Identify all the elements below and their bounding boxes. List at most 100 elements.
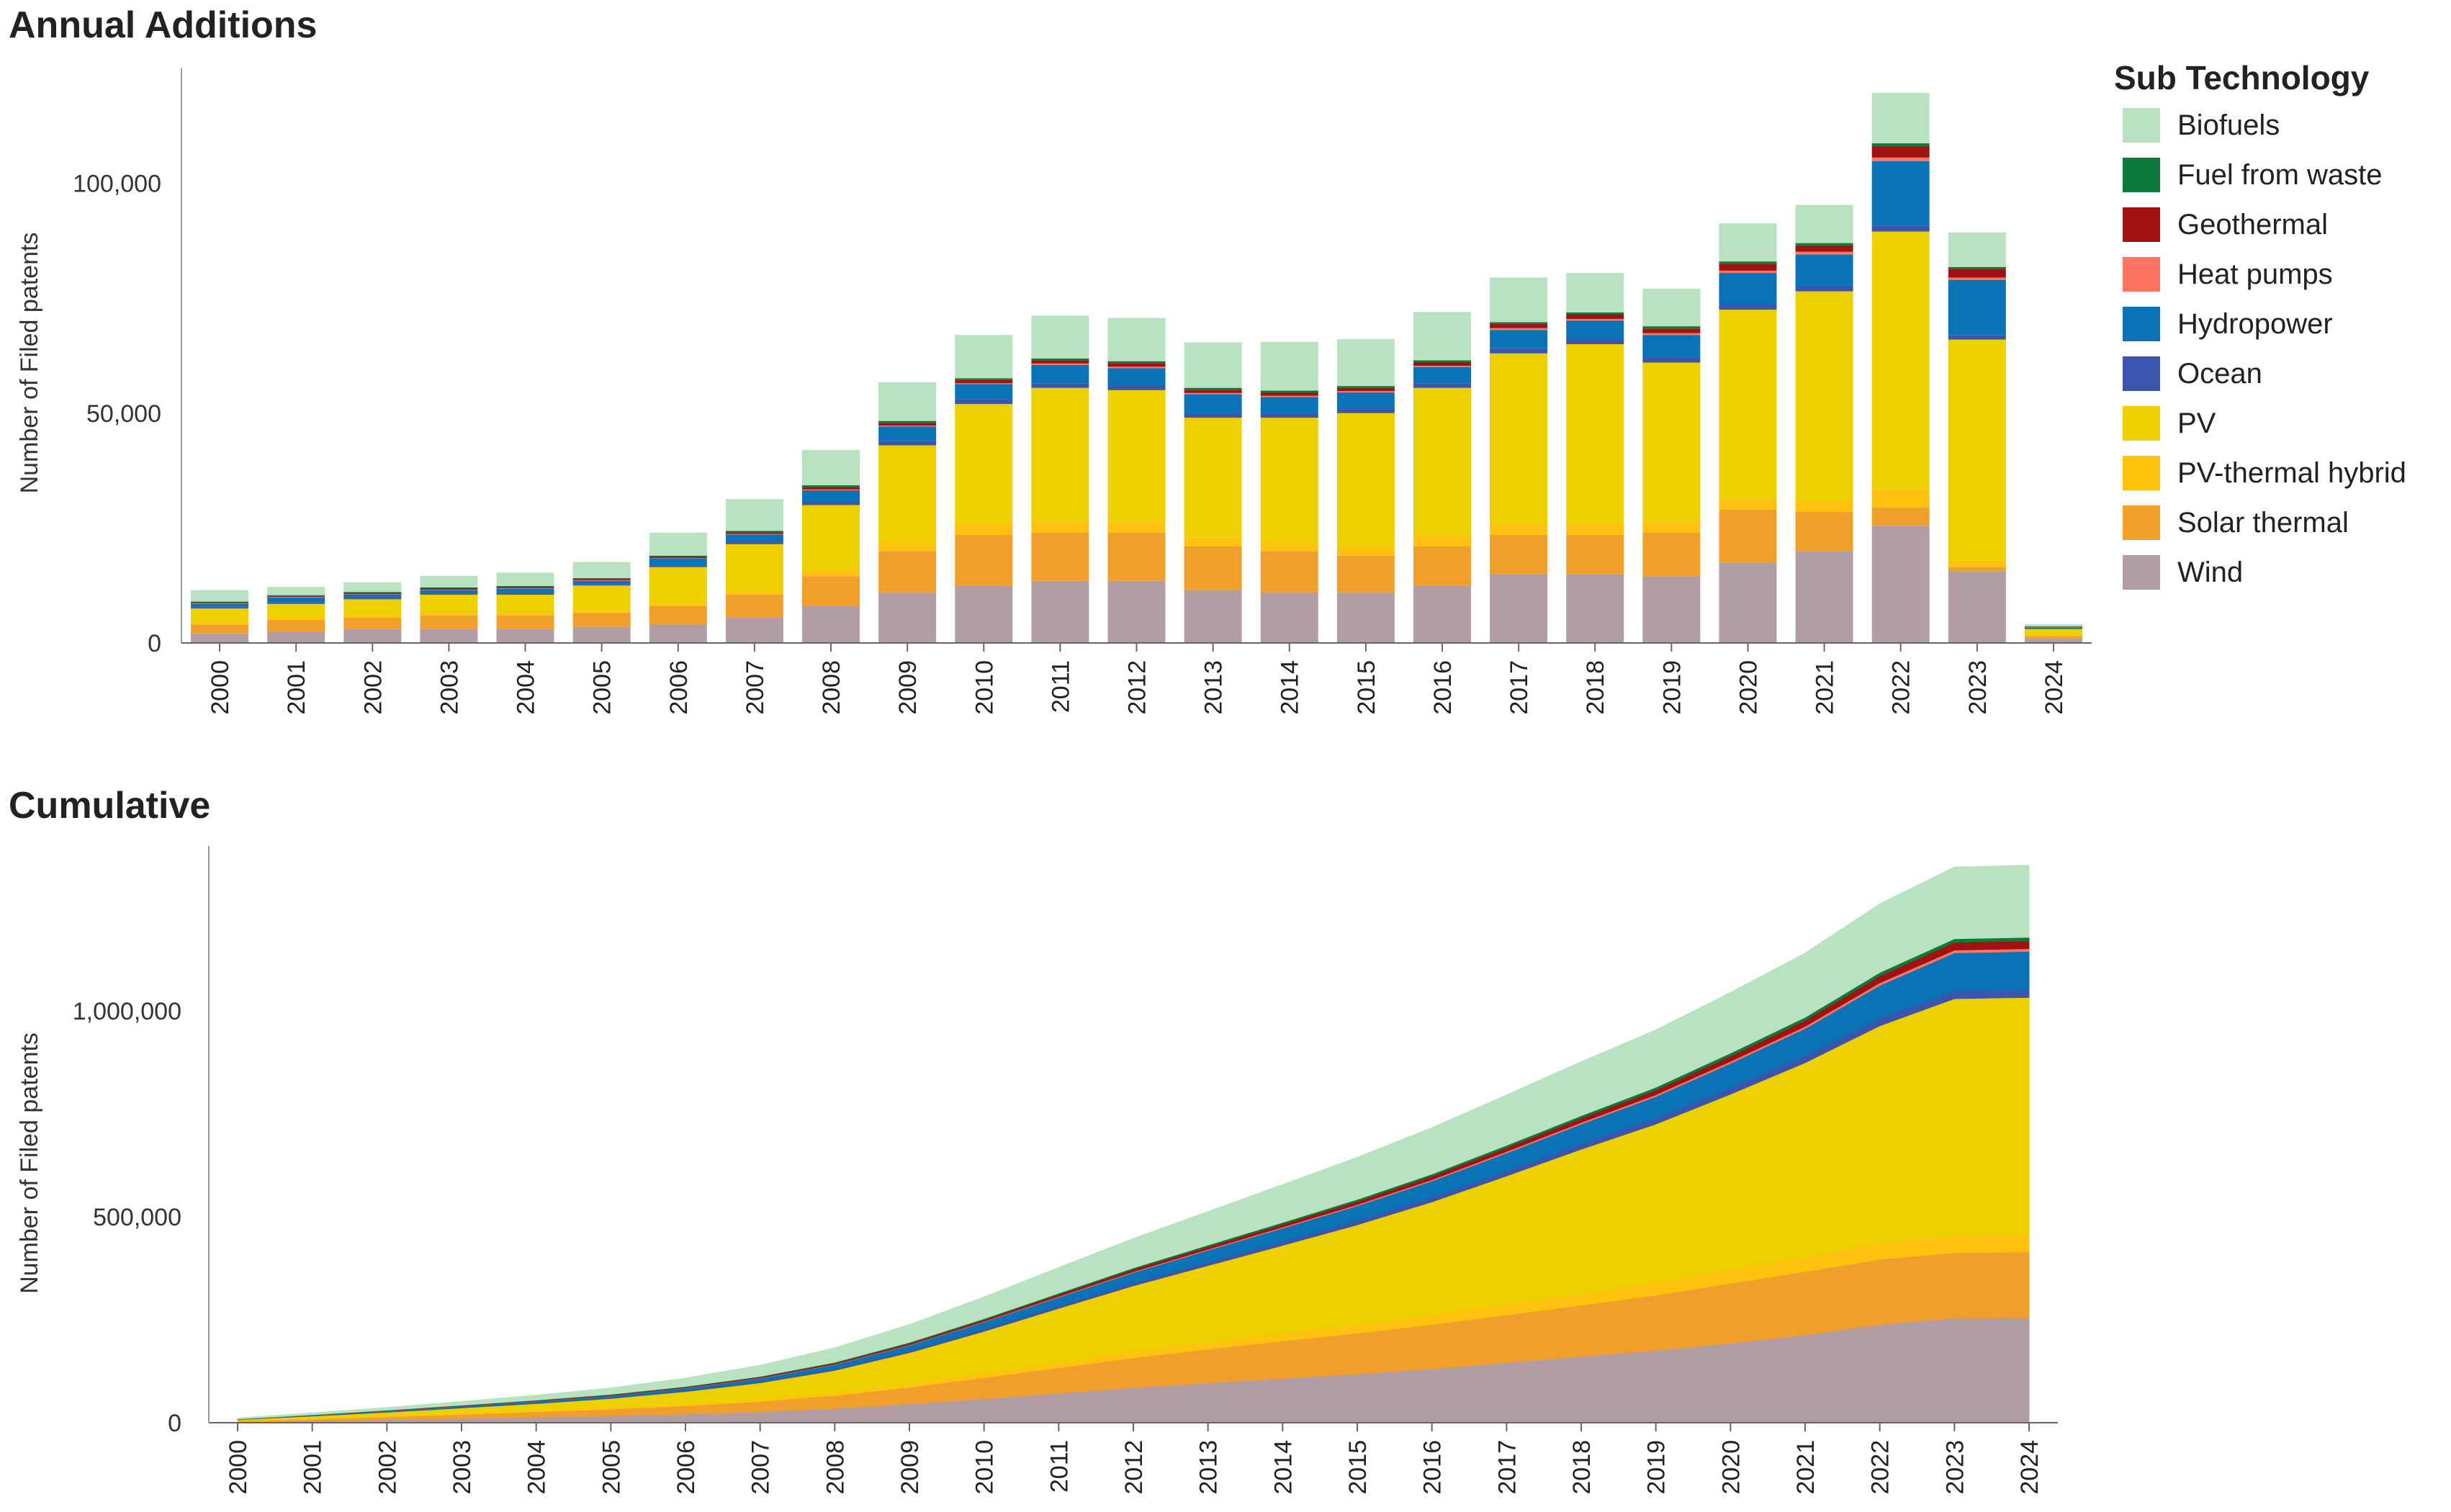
cumulative-y-ticks: 0 500,000 1,000,000 — [73, 998, 181, 1437]
bar-segment-solar-thermal-2002 — [343, 617, 402, 629]
bar-segment-pv-thermal-hybrid-2010 — [955, 523, 1013, 535]
bar-segment-ocean-2008 — [802, 502, 860, 505]
bar-segment-biofuels-2016 — [1413, 312, 1471, 361]
bar-segment-pv-thermal-hybrid-2020 — [1719, 498, 1777, 510]
legend: Sub Technology Biofuels Fuel from waste Ge… — [2114, 59, 2406, 590]
bar-segment-heat-pumps-2023 — [1948, 277, 2006, 280]
annual-x-tick-label: 2005 — [589, 660, 616, 715]
cumulative-x-tick-label: 2004 — [523, 1440, 551, 1495]
bar-segment-hydropower-2015 — [1336, 392, 1395, 410]
bar-segment-fuel-from-waste-2012 — [1107, 361, 1166, 364]
legend-label-pv: PV — [2177, 408, 2216, 439]
bar-segment-wind-2022 — [1871, 526, 1930, 643]
bar-segment-ocean-2010 — [955, 399, 1013, 405]
bar-segment-ocean-2012 — [1107, 385, 1166, 390]
bar-segment-pv-2018 — [1566, 344, 1624, 524]
bar-segment-pv-thermal-hybrid-2016 — [1413, 534, 1471, 546]
bar-segment-heat-pumps-2004 — [496, 588, 554, 589]
bar-segment-biofuels-2010 — [955, 335, 1013, 379]
bar-segment-hydropower-2007 — [725, 534, 783, 542]
cumulative-x-tick-label: 2020 — [1717, 1440, 1745, 1495]
bar-segment-heat-pumps-2021 — [1795, 251, 1853, 255]
legend-label-fuel-from-waste: Fuel from waste — [2177, 159, 2383, 191]
bar-segment-wind-2011 — [1031, 580, 1089, 643]
bar-segment-pv-thermal-hybrid-2001 — [267, 617, 325, 621]
legend-label-hydropower: Hydropower — [2177, 308, 2333, 340]
bar-segment-heat-pumps-2020 — [1719, 270, 1777, 274]
bar-segment-geothermal-2023 — [1948, 269, 2006, 278]
bar-segment-fuel-from-waste-2000 — [191, 601, 249, 603]
bar-segment-wind-2018 — [1566, 574, 1624, 643]
annual-x-tick-label: 2017 — [1506, 660, 1533, 715]
cumulative-x-ticks: 2000 2001 2002 2003 2004 2005 2006 2007 2008 2009… — [225, 1423, 2043, 1495]
bar-segment-biofuels-2009 — [878, 382, 937, 421]
bar-segment-ocean-2020 — [1719, 304, 1777, 310]
annual-x-tick-label: 2013 — [1200, 660, 1228, 715]
bar-segment-fuel-from-waste-2018 — [1566, 312, 1624, 315]
bar-segment-geothermal-2016 — [1413, 361, 1471, 366]
annual-x-tick-label: 2018 — [1582, 660, 1609, 715]
bar-segment-pv-thermal-hybrid-2002 — [343, 615, 402, 618]
bar-segment-solar-thermal-2005 — [572, 613, 631, 627]
bar-segment-pv-thermal-hybrid-2005 — [572, 611, 631, 613]
bar-segment-geothermal-2005 — [572, 579, 631, 581]
bar-segment-biofuels-2003 — [420, 575, 478, 588]
annual-x-ticks: 2000 2001 2002 2003 2004 2005 2006 2007 2008 2009… — [207, 643, 2068, 715]
cumulative-x-tick-label: 2009 — [896, 1440, 924, 1495]
bar-segment-hydropower-2006 — [649, 558, 707, 566]
bar-segment-fuel-from-waste-2007 — [725, 531, 783, 533]
bar-segment-hydropower-2011 — [1031, 364, 1089, 384]
bar-segment-pv-thermal-hybrid-2000 — [191, 622, 249, 625]
bar-segment-pv-2009 — [878, 445, 937, 542]
bar-segment-biofuels-2020 — [1719, 223, 1777, 262]
bar-segment-geothermal-2007 — [725, 532, 783, 534]
cumulative-x-tick-label: 2016 — [1419, 1440, 1447, 1495]
bar-segment-geothermal-2014 — [1260, 392, 1318, 396]
bar-segment-fuel-from-waste-2022 — [1871, 143, 1930, 146]
bar-segment-pv-2024 — [2024, 629, 2082, 635]
cumulative-y-tick-label: 1,000,000 — [73, 998, 181, 1025]
cumulative-x-tick-label: 2023 — [1941, 1440, 1969, 1495]
cumulative-x-tick-label: 2013 — [1195, 1440, 1223, 1495]
cumulative-x-tick-label: 2014 — [1269, 1440, 1297, 1495]
bar-segment-pv-2010 — [955, 404, 1013, 524]
bar-segment-biofuels-2014 — [1260, 341, 1318, 391]
annual-x-tick-label: 2022 — [1888, 660, 1915, 715]
bar-segment-ocean-2016 — [1413, 383, 1471, 388]
legend-swatch-geothermal — [2123, 207, 2160, 242]
annual-x-tick-label: 2004 — [513, 660, 540, 715]
bar-segment-pv-thermal-hybrid-2013 — [1184, 537, 1242, 546]
bar-segment-solar-thermal-2019 — [1642, 532, 1701, 577]
annual-y-tick-label: 50,000 — [86, 400, 161, 428]
annual-x-tick-label: 2015 — [1353, 660, 1380, 715]
bar-segment-pv-2011 — [1031, 387, 1089, 521]
bar-segment-wind-2002 — [343, 629, 402, 643]
bar-segment-biofuels-2023 — [1948, 232, 2006, 267]
annual-y-tick-label: 0 — [148, 630, 161, 657]
bar-segment-biofuels-2022 — [1871, 92, 1930, 144]
bar-segment-fuel-from-waste-2015 — [1336, 386, 1395, 388]
cumulative-x-tick-label: 2024 — [2016, 1440, 2043, 1495]
bar-segment-hydropower-2004 — [496, 588, 554, 594]
bar-segment-wind-2020 — [1719, 562, 1777, 643]
bar-segment-heat-pumps-2001 — [267, 597, 325, 598]
bar-segment-fuel-from-waste-2016 — [1413, 360, 1471, 362]
bar-segment-pv-thermal-hybrid-2004 — [496, 613, 554, 616]
bar-segment-hydropower-2020 — [1719, 273, 1777, 305]
cumulative-x-tick-label: 2010 — [971, 1440, 999, 1495]
bar-segment-hydropower-2010 — [955, 384, 1013, 400]
bar-segment-pv-2015 — [1336, 413, 1395, 546]
annual-x-tick-label: 2003 — [436, 660, 463, 715]
cumulative-x-tick-label: 2018 — [1568, 1440, 1596, 1495]
bar-segment-geothermal-2003 — [420, 588, 478, 590]
legend-label-geothermal: Geothermal — [2177, 209, 2328, 240]
bar-segment-pv-2012 — [1107, 390, 1166, 521]
cumulative-x-tick-label: 2015 — [1344, 1440, 1372, 1495]
bar-segment-fuel-from-waste-2004 — [496, 585, 554, 588]
bar-segment-geothermal-2021 — [1795, 245, 1853, 252]
legend-swatch-heat-pumps — [2123, 257, 2160, 292]
bar-segment-pv-2023 — [1948, 339, 2006, 561]
bar-segment-fuel-from-waste-2009 — [878, 420, 937, 423]
bar-segment-geothermal-2009 — [878, 423, 937, 426]
